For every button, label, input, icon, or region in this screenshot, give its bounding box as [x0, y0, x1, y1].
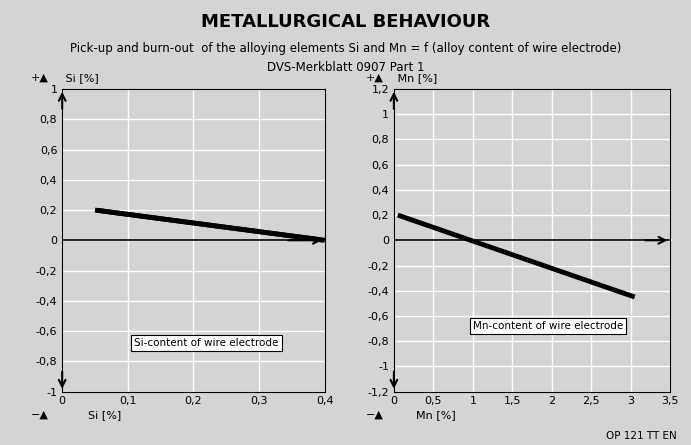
Text: Mn [%]: Mn [%]: [416, 410, 456, 420]
Text: OP 121 TT EN: OP 121 TT EN: [607, 431, 677, 441]
Text: +▲: +▲: [30, 73, 48, 83]
Text: METALLURGICAL BEHAVIOUR: METALLURGICAL BEHAVIOUR: [201, 13, 490, 31]
Text: −▲: −▲: [30, 410, 48, 420]
Text: −▲: −▲: [366, 410, 384, 420]
Text: Mn [%]: Mn [%]: [394, 73, 437, 83]
Text: Pick-up and burn-out  of the alloying elements Si and Mn = f (alloy content of w: Pick-up and burn-out of the alloying ele…: [70, 42, 621, 55]
Text: Si [%]: Si [%]: [88, 410, 122, 420]
Text: DVS-Merkblatt 0907 Part 1: DVS-Merkblatt 0907 Part 1: [267, 61, 424, 74]
Text: Si-content of wire electrode: Si-content of wire electrode: [135, 338, 278, 348]
Text: Si [%]: Si [%]: [62, 73, 99, 83]
Text: Mn-content of wire electrode: Mn-content of wire electrode: [473, 321, 623, 331]
Text: +▲: +▲: [366, 73, 384, 83]
